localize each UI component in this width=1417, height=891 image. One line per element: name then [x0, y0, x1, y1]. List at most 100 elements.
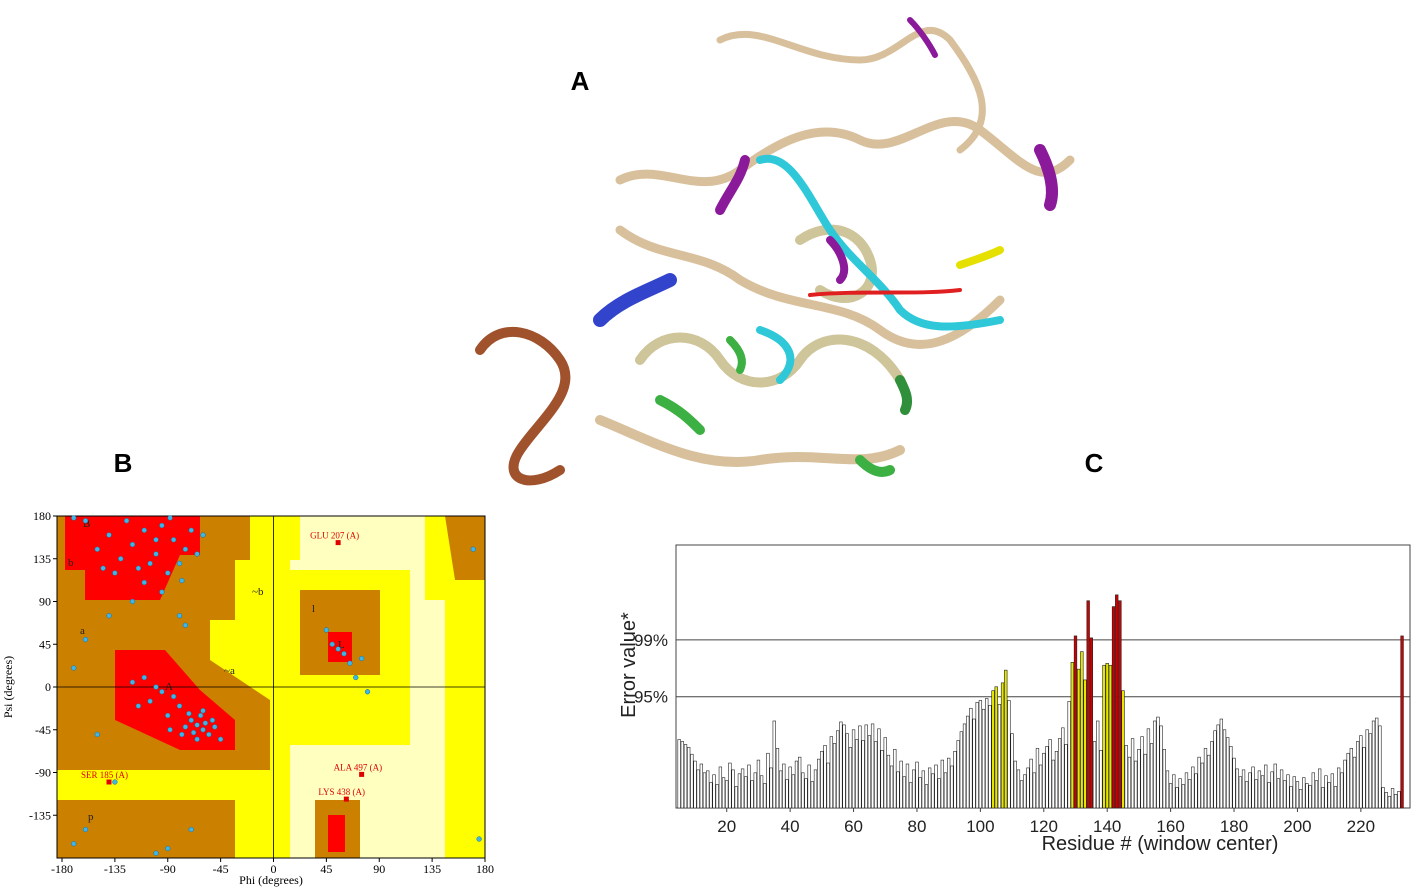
error-bar: [1340, 772, 1344, 809]
error-bar: [1254, 779, 1258, 809]
error-bar: [1292, 776, 1296, 809]
error-bar: [1073, 635, 1078, 809]
residue-point: [167, 515, 173, 521]
residue-point: [470, 546, 476, 552]
residue-point: [341, 651, 347, 657]
error-bar: [1083, 679, 1087, 809]
x-tick-label: 160: [1156, 817, 1184, 836]
error-bar: [756, 759, 761, 809]
error-bar: [1121, 690, 1125, 809]
residue-point: [94, 546, 100, 552]
residue-point: [323, 627, 330, 633]
error-bar: [1048, 739, 1052, 809]
error-bar: [1267, 782, 1271, 809]
error-bar: [940, 759, 944, 809]
residue-point: [188, 717, 194, 723]
error-bar: [709, 782, 713, 809]
error-bar: [1248, 772, 1252, 809]
error-bar: [693, 760, 697, 809]
error-bar: [1178, 778, 1182, 809]
error-bar: [1102, 664, 1106, 809]
error-bar: [1013, 760, 1017, 809]
error-bar: [1115, 594, 1119, 809]
residue-point: [170, 537, 177, 543]
error-bar: [861, 740, 865, 809]
error-bar: [766, 752, 770, 809]
x-tick-label: -45: [213, 862, 229, 876]
error-bar: [775, 748, 780, 809]
error-bar: [1305, 783, 1309, 809]
residue-point: [353, 674, 359, 681]
residue-point: [135, 703, 142, 709]
residue-point: [335, 646, 341, 652]
error-bar: [924, 784, 929, 809]
residue-point: [106, 613, 112, 619]
error-bar: [1210, 741, 1214, 809]
error-bar: [1159, 725, 1163, 809]
outlier-point: [359, 771, 365, 777]
error-bar: [1245, 781, 1249, 809]
error-bar: [1343, 759, 1347, 809]
error-bar: [1149, 743, 1154, 809]
error-bar: [1279, 769, 1284, 809]
y-tick-label: 45: [39, 637, 51, 651]
residue-point: [200, 532, 206, 538]
error-bar: [1337, 767, 1341, 809]
residue-point: [176, 703, 183, 709]
error-bar: [1153, 720, 1157, 809]
error-bar: [1226, 737, 1230, 809]
error-bar: [794, 760, 799, 809]
error-bar: [753, 772, 757, 809]
panel-label: C: [1085, 448, 1104, 478]
residue-point: [106, 532, 112, 538]
error-bar: [823, 745, 827, 809]
residue-point: [476, 836, 482, 842]
error-bar: [696, 769, 700, 809]
error-bar: [734, 786, 738, 809]
error-bar: [1302, 777, 1306, 809]
error-bar: [1004, 669, 1008, 809]
error-bar: [725, 780, 729, 809]
error-bar: [975, 702, 979, 809]
error-bar: [1235, 768, 1239, 809]
error-bar: [1010, 733, 1014, 809]
region-label: p: [88, 811, 94, 823]
error-bar: [747, 764, 751, 809]
error-bar: [1175, 787, 1179, 809]
error-bar: [981, 708, 986, 809]
x-tick-label: 80: [908, 817, 927, 836]
error-bar: [1137, 749, 1141, 809]
residue-point: [179, 731, 185, 738]
residue-point: [100, 565, 106, 571]
error-bar: [712, 774, 716, 809]
x-tick-label: 45: [320, 862, 332, 876]
error-bar: [1038, 764, 1043, 809]
x-tick-label: 0: [271, 862, 277, 876]
error-bar: [1057, 738, 1062, 809]
protein-structure: [475, 17, 1075, 486]
x-tick-label: 220: [1347, 817, 1375, 836]
residue-point: [209, 717, 216, 723]
panel-label: B: [114, 448, 133, 478]
error-bar: [820, 750, 824, 809]
error-bar: [959, 731, 964, 809]
error-bar: [1213, 730, 1217, 809]
residue-point: [190, 729, 197, 736]
error-bar: [886, 754, 891, 809]
error-bar: [1273, 763, 1277, 809]
error-bar: [1359, 735, 1363, 809]
x-tick-label: 40: [781, 817, 800, 836]
residue-point: [71, 515, 77, 521]
error-bar: [1394, 794, 1398, 809]
error-bar: [997, 704, 1002, 809]
residue-point: [182, 546, 189, 552]
error-bar: [864, 724, 868, 809]
error-bar: [994, 686, 998, 809]
error-bar: [1349, 748, 1353, 809]
x-axis-label: Residue # (window center): [1042, 833, 1279, 855]
residue-point: [182, 724, 189, 730]
residue-point: [206, 731, 212, 738]
error-bar: [1241, 769, 1246, 809]
region-label: L: [338, 639, 345, 651]
